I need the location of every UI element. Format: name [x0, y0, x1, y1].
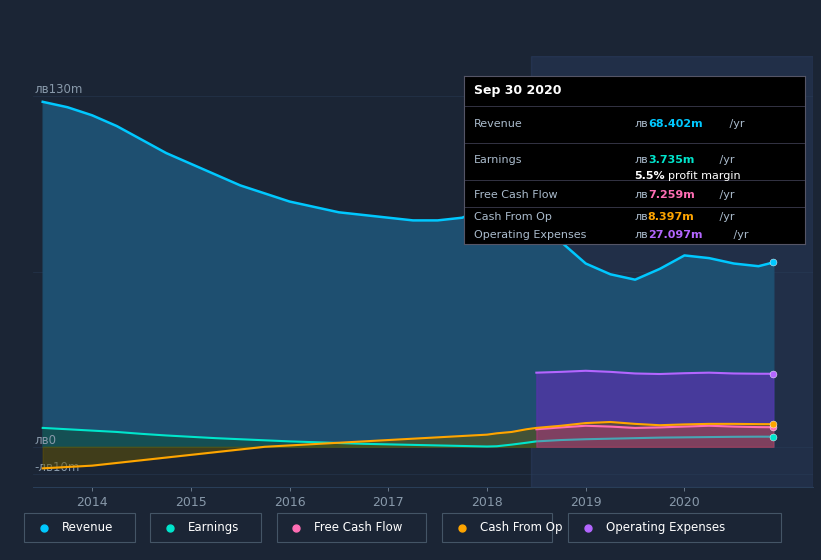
Bar: [531, 56, 813, 487]
Bar: [150, 513, 261, 542]
Text: лв0: лв0: [34, 434, 57, 447]
Text: 3.735m: 3.735m: [648, 155, 695, 165]
Text: 5.5%: 5.5%: [635, 171, 665, 181]
Text: Revenue: Revenue: [62, 521, 113, 534]
Text: Cash From Op: Cash From Op: [474, 212, 552, 222]
Text: -лв10m: -лв10m: [34, 461, 80, 474]
Text: Operating Expenses: Operating Expenses: [474, 230, 586, 240]
Text: лв130m: лв130m: [34, 83, 83, 96]
Text: Operating Expenses: Operating Expenses: [606, 521, 725, 534]
Text: лв: лв: [635, 230, 648, 240]
Text: Sep 30 2020: Sep 30 2020: [474, 84, 562, 97]
Text: /yr: /yr: [716, 155, 735, 165]
Text: /yr: /yr: [716, 212, 735, 222]
Text: /yr: /yr: [716, 190, 735, 200]
Text: profit margin: profit margin: [668, 171, 741, 181]
Bar: [25, 513, 135, 542]
Text: Earnings: Earnings: [474, 155, 523, 165]
Text: Earnings: Earnings: [188, 521, 240, 534]
Bar: [277, 513, 426, 542]
Bar: [442, 513, 553, 542]
Text: лв: лв: [635, 212, 648, 222]
Text: Free Cash Flow: Free Cash Flow: [314, 521, 403, 534]
Text: 7.259m: 7.259m: [648, 190, 695, 200]
Text: /yr: /yr: [730, 230, 748, 240]
Bar: [568, 513, 781, 542]
Text: Revenue: Revenue: [474, 119, 523, 129]
Text: 27.097m: 27.097m: [648, 230, 702, 240]
Text: 8.397m: 8.397m: [648, 212, 695, 222]
Text: Free Cash Flow: Free Cash Flow: [474, 190, 557, 200]
Text: Cash From Op: Cash From Op: [479, 521, 562, 534]
Text: лв: лв: [635, 190, 648, 200]
Text: /yr: /yr: [727, 119, 745, 129]
Text: лв: лв: [635, 119, 648, 129]
Text: 68.402m: 68.402m: [648, 119, 703, 129]
Text: лв: лв: [635, 155, 648, 165]
